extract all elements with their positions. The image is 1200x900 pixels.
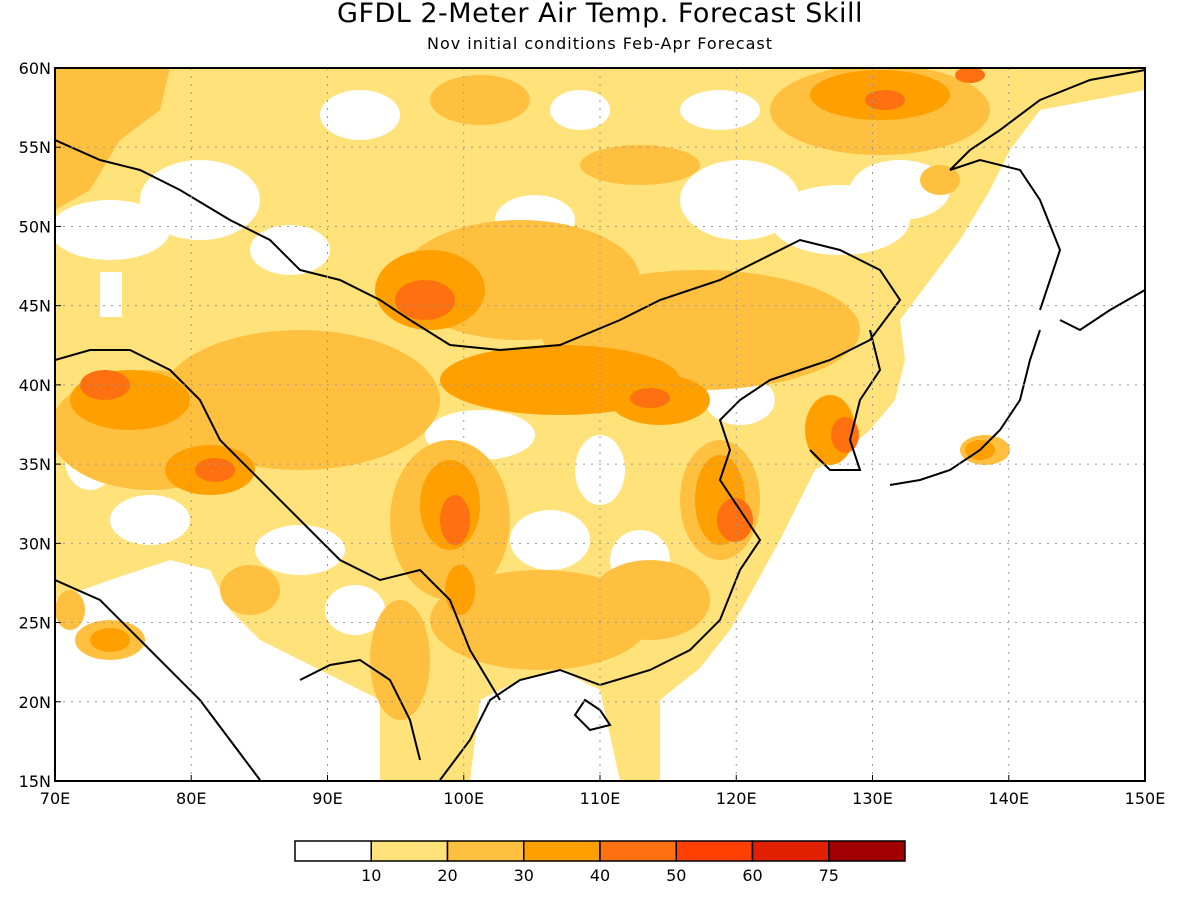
lat-tick-label: 60N xyxy=(19,59,51,78)
lon-tick-label: 80E xyxy=(176,789,206,808)
lon-tick-label: 130E xyxy=(852,789,893,808)
lat-tick-label: 30N xyxy=(19,534,51,553)
latitude-labels: 60N 55N 50N 45N 40N 35N 30N 25N 20N 15N xyxy=(19,59,61,791)
lat-tick-label: 15N xyxy=(19,772,51,791)
lat-tick-label: 40N xyxy=(19,376,51,395)
lat-tick-label: 25N xyxy=(19,614,51,633)
colorbar-label: 75 xyxy=(819,866,839,885)
colorbar-swatch xyxy=(751,840,830,862)
lon-tick-label: 110E xyxy=(580,789,621,808)
no-skill-regions xyxy=(55,90,1145,781)
longitude-labels: 70E 80E 90E 100E 110E 120E 130E 140E 150E xyxy=(40,775,1166,808)
lat-tick-label: 45N xyxy=(19,297,51,316)
lat-tick-label: 20N xyxy=(19,693,51,712)
colorbar-label: 60 xyxy=(742,866,762,885)
lon-tick-label: 100E xyxy=(443,789,484,808)
lat-tick-label: 50N xyxy=(19,217,51,236)
lon-tick-label: 150E xyxy=(1125,789,1166,808)
colorbar-swatch xyxy=(446,840,525,862)
colorbar-label: 50 xyxy=(666,866,686,885)
map-subtitle: Nov initial conditions Feb-Apr Forecast xyxy=(426,34,773,53)
lat-tick-label: 55N xyxy=(19,138,51,157)
map-title: GFDL 2-Meter Air Temp. Forecast Skill xyxy=(337,0,863,29)
colorbar-swatch xyxy=(675,840,754,862)
colorbar: 10 20 30 40 50 60 75 xyxy=(294,840,906,885)
colorbar-label: 40 xyxy=(590,866,610,885)
skill-field xyxy=(55,68,1145,781)
colorbar-label: 30 xyxy=(514,866,534,885)
colorbar-swatch xyxy=(828,840,906,862)
coastlines xyxy=(55,69,1145,781)
colorbar-swatch xyxy=(599,840,677,862)
lon-tick-label: 120E xyxy=(716,789,757,808)
colorbar-label: 10 xyxy=(361,866,381,885)
lat-tick-label: 35N xyxy=(19,455,51,474)
colorbar-swatch xyxy=(523,840,601,862)
colorbar-swatch xyxy=(294,840,372,862)
colorbar-swatch xyxy=(370,840,449,862)
lon-tick-label: 70E xyxy=(40,789,70,808)
lon-tick-label: 140E xyxy=(988,789,1029,808)
lon-tick-label: 90E xyxy=(312,789,342,808)
grid-lines xyxy=(55,68,1145,781)
colorbar-label: 20 xyxy=(437,866,457,885)
